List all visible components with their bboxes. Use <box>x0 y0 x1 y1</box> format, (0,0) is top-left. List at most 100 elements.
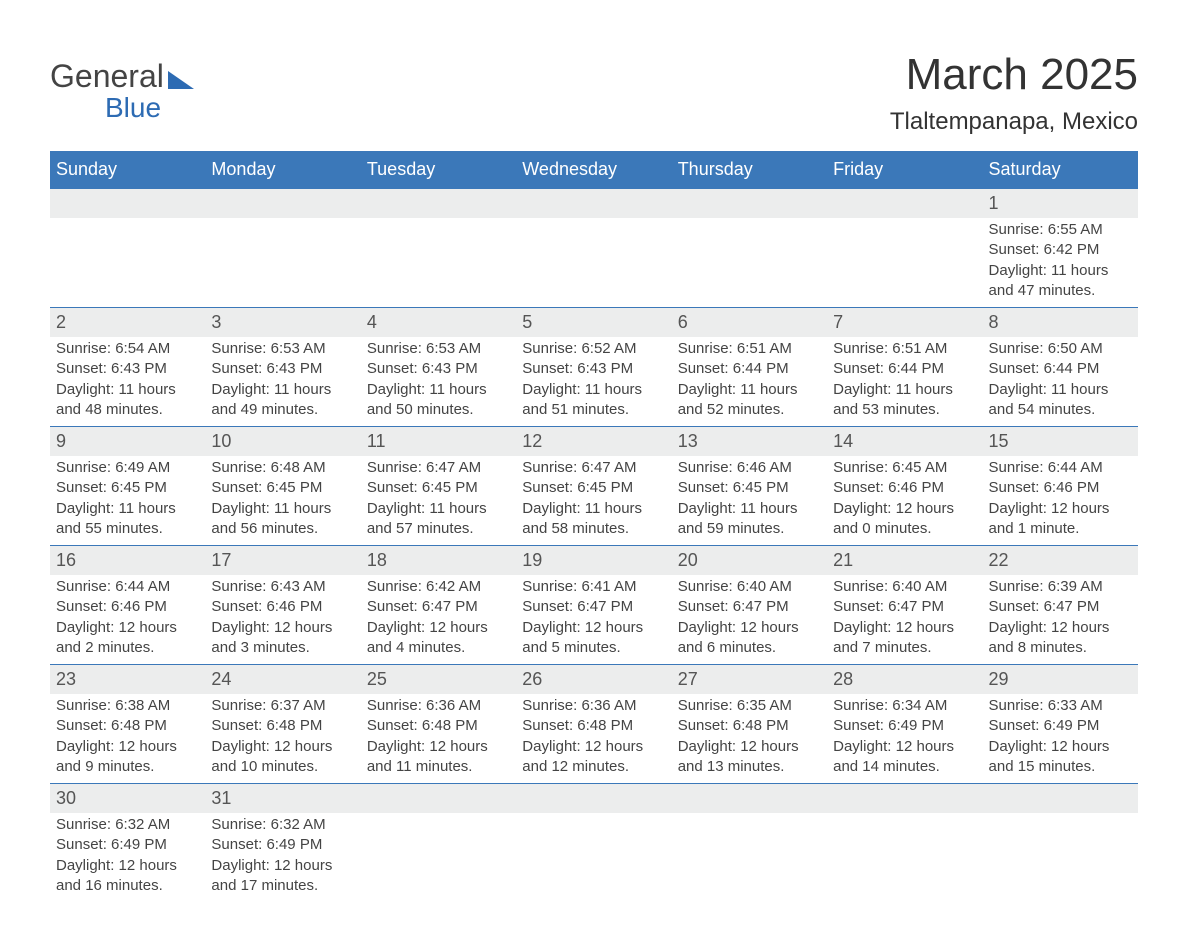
weekday-h-6: Saturday <box>983 151 1138 189</box>
sunset-text: Sunset: 6:49 PM <box>56 835 199 855</box>
sunset-text: Sunset: 6:47 PM <box>989 597 1132 617</box>
day-cell: 6Sunrise: 6:51 AMSunset: 6:44 PMDaylight… <box>672 308 827 427</box>
day-number: 22 <box>983 546 1138 575</box>
day-number: 9 <box>50 427 205 456</box>
day-number: 12 <box>516 427 671 456</box>
sunrise-text: Sunrise: 6:44 AM <box>56 577 199 597</box>
day-cell: 5Sunrise: 6:52 AMSunset: 6:43 PMDaylight… <box>516 308 671 427</box>
sunrise-text: Sunrise: 6:49 AM <box>56 458 199 478</box>
day-data: Sunrise: 6:55 AMSunset: 6:42 PMDaylight:… <box>983 218 1138 307</box>
day-cell <box>50 189 205 308</box>
sunset-text: Sunset: 6:49 PM <box>989 716 1132 736</box>
weekday-h-5: Friday <box>827 151 982 189</box>
week-row: 1Sunrise: 6:55 AMSunset: 6:42 PMDaylight… <box>50 189 1138 308</box>
day-cell: 11Sunrise: 6:47 AMSunset: 6:45 PMDayligh… <box>361 427 516 546</box>
sunset-text: Sunset: 6:46 PM <box>211 597 354 617</box>
daylight-text: Daylight: 12 hours and 4 minutes. <box>367 618 510 659</box>
day-number: 15 <box>983 427 1138 456</box>
sunrise-text: Sunrise: 6:39 AM <box>989 577 1132 597</box>
sunrise-text: Sunrise: 6:54 AM <box>56 339 199 359</box>
day-data-empty <box>827 218 982 300</box>
logo-triangle-icon <box>168 71 194 94</box>
sunset-text: Sunset: 6:47 PM <box>522 597 665 617</box>
day-number: 30 <box>50 784 205 813</box>
day-number-empty <box>50 189 205 218</box>
day-number: 20 <box>672 546 827 575</box>
sunrise-text: Sunrise: 6:53 AM <box>367 339 510 359</box>
sunset-text: Sunset: 6:47 PM <box>833 597 976 617</box>
day-cell <box>516 784 671 903</box>
day-cell <box>672 189 827 308</box>
sunrise-text: Sunrise: 6:36 AM <box>522 696 665 716</box>
day-data: Sunrise: 6:45 AMSunset: 6:46 PMDaylight:… <box>827 456 982 545</box>
sunset-text: Sunset: 6:45 PM <box>522 478 665 498</box>
day-cell: 24Sunrise: 6:37 AMSunset: 6:48 PMDayligh… <box>205 665 360 784</box>
day-data: Sunrise: 6:50 AMSunset: 6:44 PMDaylight:… <box>983 337 1138 426</box>
daylight-text: Daylight: 11 hours and 49 minutes. <box>211 380 354 421</box>
daylight-text: Daylight: 11 hours and 53 minutes. <box>833 380 976 421</box>
day-cell <box>361 784 516 903</box>
sunrise-text: Sunrise: 6:42 AM <box>367 577 510 597</box>
sunset-text: Sunset: 6:46 PM <box>833 478 976 498</box>
day-cell: 20Sunrise: 6:40 AMSunset: 6:47 PMDayligh… <box>672 546 827 665</box>
day-data: Sunrise: 6:46 AMSunset: 6:45 PMDaylight:… <box>672 456 827 545</box>
day-number: 14 <box>827 427 982 456</box>
day-number: 31 <box>205 784 360 813</box>
day-data: Sunrise: 6:52 AMSunset: 6:43 PMDaylight:… <box>516 337 671 426</box>
day-data: Sunrise: 6:44 AMSunset: 6:46 PMDaylight:… <box>983 456 1138 545</box>
day-data-empty <box>205 218 360 300</box>
sunset-text: Sunset: 6:45 PM <box>56 478 199 498</box>
daylight-text: Daylight: 12 hours and 6 minutes. <box>678 618 821 659</box>
day-cell: 19Sunrise: 6:41 AMSunset: 6:47 PMDayligh… <box>516 546 671 665</box>
daylight-text: Daylight: 12 hours and 10 minutes. <box>211 737 354 778</box>
day-number: 26 <box>516 665 671 694</box>
sunset-text: Sunset: 6:45 PM <box>367 478 510 498</box>
logo: General Blue <box>50 60 194 124</box>
weekday-h-3: Wednesday <box>516 151 671 189</box>
sunset-text: Sunset: 6:47 PM <box>367 597 510 617</box>
daylight-text: Daylight: 12 hours and 9 minutes. <box>56 737 199 778</box>
sunrise-text: Sunrise: 6:43 AM <box>211 577 354 597</box>
sunset-text: Sunset: 6:48 PM <box>678 716 821 736</box>
sunset-text: Sunset: 6:49 PM <box>211 835 354 855</box>
sunrise-text: Sunrise: 6:53 AM <box>211 339 354 359</box>
day-data: Sunrise: 6:44 AMSunset: 6:46 PMDaylight:… <box>50 575 205 664</box>
day-data: Sunrise: 6:40 AMSunset: 6:47 PMDaylight:… <box>827 575 982 664</box>
sunrise-text: Sunrise: 6:46 AM <box>678 458 821 478</box>
day-data: Sunrise: 6:53 AMSunset: 6:43 PMDaylight:… <box>361 337 516 426</box>
sunset-text: Sunset: 6:48 PM <box>522 716 665 736</box>
sunset-text: Sunset: 6:43 PM <box>522 359 665 379</box>
daylight-text: Daylight: 12 hours and 1 minute. <box>989 499 1132 540</box>
sunset-text: Sunset: 6:46 PM <box>989 478 1132 498</box>
daylight-text: Daylight: 12 hours and 11 minutes. <box>367 737 510 778</box>
day-data-empty <box>827 813 982 895</box>
weekday-h-1: Monday <box>205 151 360 189</box>
day-data: Sunrise: 6:36 AMSunset: 6:48 PMDaylight:… <box>361 694 516 783</box>
daylight-text: Daylight: 12 hours and 8 minutes. <box>989 618 1132 659</box>
sunrise-text: Sunrise: 6:48 AM <box>211 458 354 478</box>
day-cell: 30Sunrise: 6:32 AMSunset: 6:49 PMDayligh… <box>50 784 205 903</box>
day-data: Sunrise: 6:48 AMSunset: 6:45 PMDaylight:… <box>205 456 360 545</box>
day-cell: 17Sunrise: 6:43 AMSunset: 6:46 PMDayligh… <box>205 546 360 665</box>
day-number-empty <box>516 784 671 813</box>
day-number: 19 <box>516 546 671 575</box>
sunrise-text: Sunrise: 6:51 AM <box>678 339 821 359</box>
daylight-text: Daylight: 12 hours and 12 minutes. <box>522 737 665 778</box>
week-row: 23Sunrise: 6:38 AMSunset: 6:48 PMDayligh… <box>50 665 1138 784</box>
daylight-text: Daylight: 12 hours and 15 minutes. <box>989 737 1132 778</box>
daylight-text: Daylight: 11 hours and 47 minutes. <box>989 261 1132 302</box>
day-data: Sunrise: 6:51 AMSunset: 6:44 PMDaylight:… <box>827 337 982 426</box>
day-number-empty <box>361 784 516 813</box>
sunset-text: Sunset: 6:45 PM <box>678 478 821 498</box>
month-title: March 2025 <box>890 50 1138 100</box>
day-cell: 23Sunrise: 6:38 AMSunset: 6:48 PMDayligh… <box>50 665 205 784</box>
day-data-empty <box>516 218 671 300</box>
day-data-empty <box>361 813 516 895</box>
day-cell: 15Sunrise: 6:44 AMSunset: 6:46 PMDayligh… <box>983 427 1138 546</box>
day-number: 11 <box>361 427 516 456</box>
day-number: 23 <box>50 665 205 694</box>
day-data: Sunrise: 6:47 AMSunset: 6:45 PMDaylight:… <box>516 456 671 545</box>
sunset-text: Sunset: 6:44 PM <box>833 359 976 379</box>
day-cell: 8Sunrise: 6:50 AMSunset: 6:44 PMDaylight… <box>983 308 1138 427</box>
day-data-empty <box>516 813 671 895</box>
